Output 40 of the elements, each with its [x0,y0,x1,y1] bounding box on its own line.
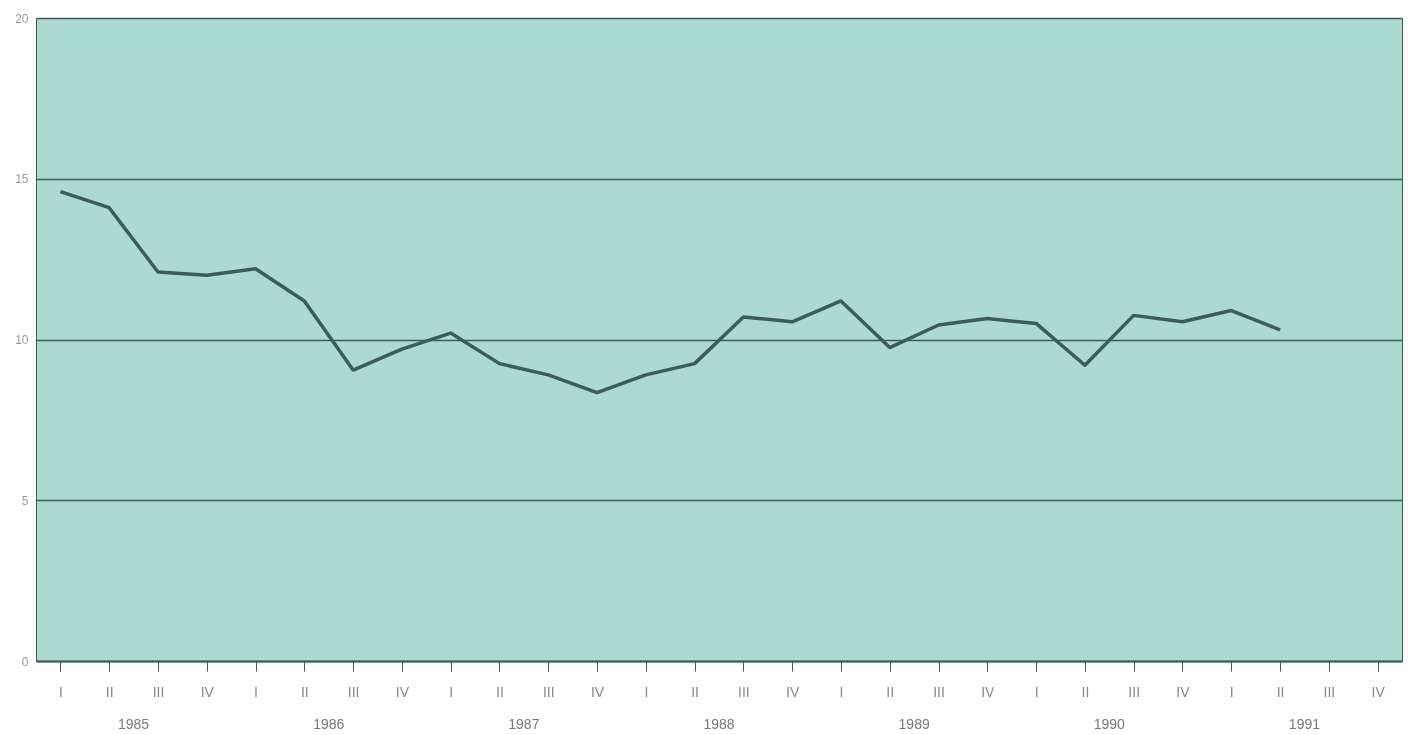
x-tick-label: I [839,683,844,700]
x-tick-label: III [542,683,555,700]
x-tick-label: II [691,683,699,700]
x-tick-label: II [886,683,895,700]
x-tick-label: I [254,683,258,700]
x-tick-label: III [347,683,360,700]
x-tick-label: IV [1176,683,1191,700]
x-tick-label: III [1323,683,1336,700]
x-tick-label: I [449,683,454,700]
text: 1987 [508,716,540,732]
x-tick-label: I [1034,683,1039,700]
x-tick-label: IV [200,683,215,700]
x-tick-label: II [1081,683,1090,700]
y-tick-label: 5 [21,493,29,508]
y-tick-label: 20 [15,11,29,26]
x-tick-label: III [933,683,945,700]
text: 1985 [117,716,150,732]
x-tick-label: II [1276,683,1285,700]
text: 1989 [898,716,930,732]
x-tick-label: IV [590,683,605,700]
y-tick-label: 0 [21,654,29,669]
x-tick-label: II [496,683,504,700]
text: 1986 [313,716,345,732]
x-tick-label: IV [981,683,996,700]
x-tick-label: I [58,683,63,700]
x-tick-label: IV [1371,683,1386,700]
x-tick-label: I [1229,683,1234,700]
x-tick-label: II [105,683,114,700]
x-tick-label: III [738,683,750,700]
x-tick-label: III [152,683,165,700]
x-tick-label: IV [786,683,800,700]
text: 1988 [703,716,735,732]
x-tick-label: II [300,683,309,700]
x-tick-label: IV [395,683,410,700]
y-tick-label: 10 [15,333,29,347]
y-tick-label: 15 [15,172,29,187]
text: 1990 [1093,716,1126,732]
x-tick-label: I [644,683,649,700]
x-tick-label: III [1128,683,1141,700]
text: 1991 [1288,716,1321,732]
